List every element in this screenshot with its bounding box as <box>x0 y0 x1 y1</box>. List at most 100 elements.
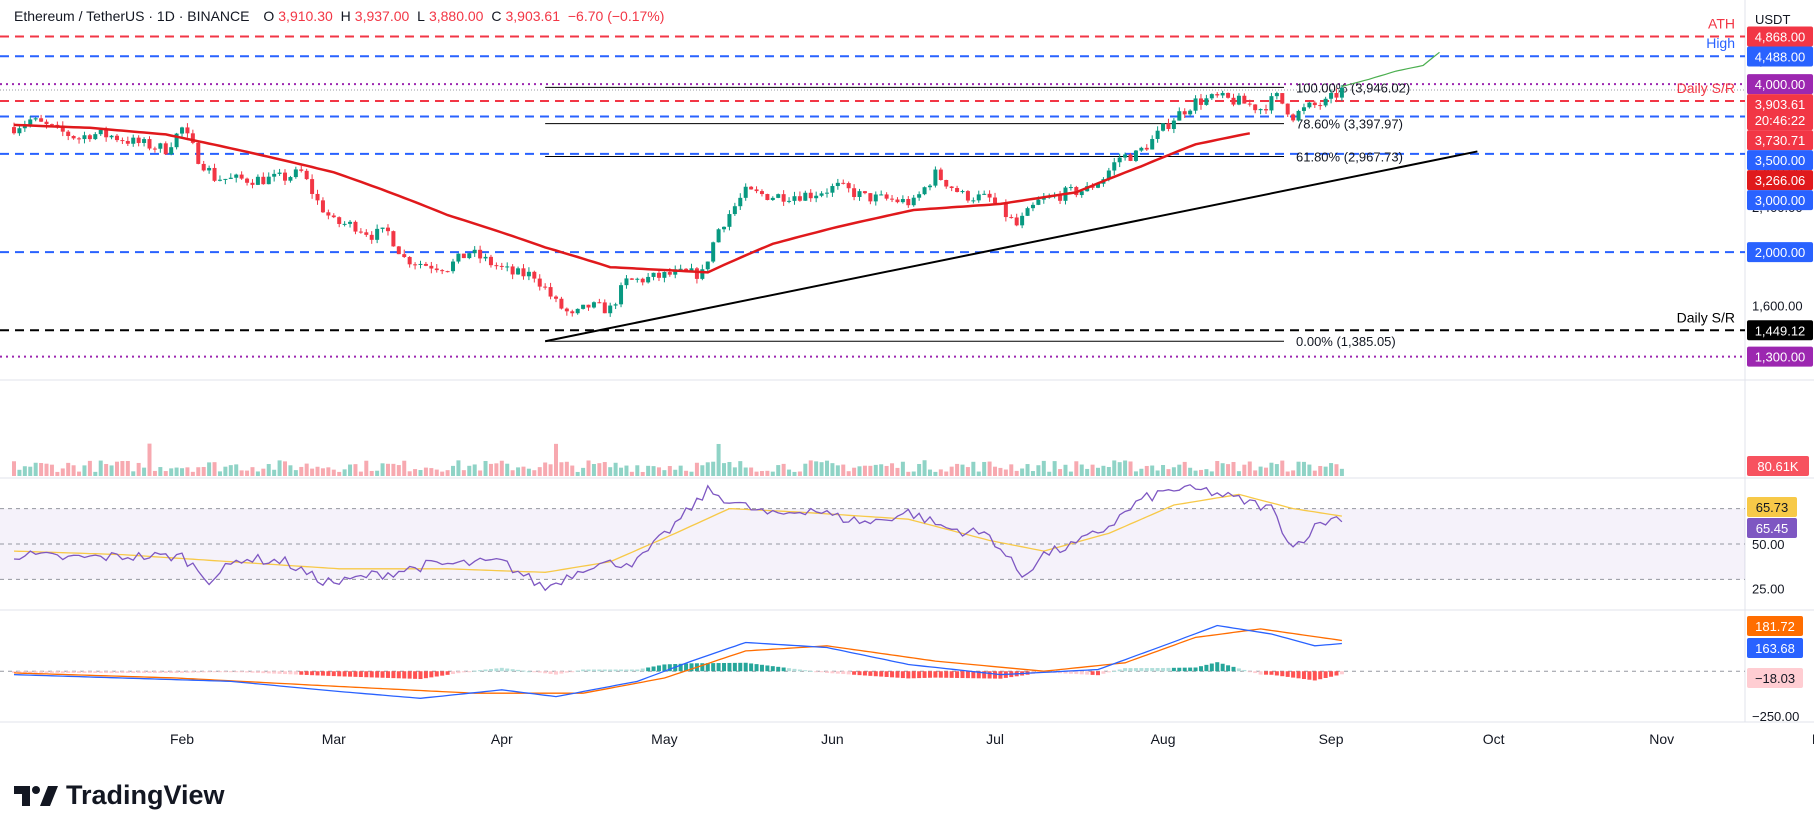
macd-histogram-bar <box>1204 664 1209 672</box>
high-value: 3,937.00 <box>354 8 410 24</box>
macd-histogram-bar <box>1128 668 1133 672</box>
volume-bar <box>998 467 1003 476</box>
volume-bar <box>212 462 217 476</box>
candle-body <box>651 272 656 277</box>
candle-body <box>1106 170 1111 180</box>
candle-body <box>1166 123 1171 129</box>
volume-bar <box>803 463 808 476</box>
macd-histogram-bar <box>564 671 569 673</box>
candle-body <box>391 231 396 247</box>
candle-body <box>792 196 797 201</box>
macd-histogram-bar <box>180 671 185 673</box>
macd-histogram-bar <box>727 662 732 672</box>
macd-histogram-bar <box>803 670 808 672</box>
candle-body <box>532 271 537 279</box>
volume-bar <box>933 471 938 476</box>
macd-histogram-bar <box>223 671 228 673</box>
macd-histogram-bar <box>1280 671 1285 677</box>
macd-histogram-bar <box>1236 668 1241 672</box>
volume-bar <box>564 461 569 476</box>
volume-bar <box>12 461 16 476</box>
volume-bar <box>429 468 434 476</box>
macd-histogram-bar <box>955 671 960 678</box>
volume-bar <box>1030 471 1035 476</box>
macd-histogram-bar <box>1198 666 1203 672</box>
candle-body <box>272 173 277 177</box>
volume-bar <box>1150 465 1155 476</box>
symbol-title[interactable]: Ethereum / TetherUS · 1D · BINANCE <box>14 8 250 24</box>
macd-histogram-bar <box>770 666 775 672</box>
level-label: Daily S/R <box>1677 80 1735 96</box>
volume-bar <box>1112 460 1117 476</box>
candle-body <box>694 268 699 279</box>
volume-bar <box>337 471 342 476</box>
candle-body <box>575 308 580 314</box>
candle-body <box>917 194 922 198</box>
chart-canvas[interactable]: USDT1,600.002,400.002,800.004,400.00ATHH… <box>0 0 1814 760</box>
volume-bar <box>554 443 558 476</box>
volume-bar <box>1106 466 1111 476</box>
candle-body <box>554 296 558 299</box>
candle-body <box>1231 97 1236 105</box>
price-tag-label: 3,500.00 <box>1755 153 1806 168</box>
volume-bar <box>727 461 732 476</box>
macd-histogram-bar <box>949 671 954 678</box>
macd-histogram-bar <box>852 671 857 675</box>
macd-histogram-bar <box>570 671 575 673</box>
candle-body <box>1009 217 1014 219</box>
rsi-value-label: 65.45 <box>1756 521 1789 536</box>
candle-body <box>895 199 900 203</box>
macd-histogram-bar <box>846 671 851 675</box>
macd-histogram-bar <box>66 671 71 673</box>
candle-body <box>1312 102 1317 106</box>
volume-bar <box>548 464 553 476</box>
candle-body <box>120 140 125 142</box>
macd-histogram-bar <box>413 671 418 679</box>
volume-bar <box>900 461 905 476</box>
macd-histogram-bar <box>28 671 33 673</box>
macd-histogram-bar <box>358 671 363 678</box>
candle-body <box>673 269 678 275</box>
macd-histogram-bar <box>337 671 342 677</box>
candle-body <box>98 129 103 135</box>
macd-histogram-bar <box>22 671 27 673</box>
candle-body <box>608 305 613 314</box>
candle-body <box>548 287 553 297</box>
volume-bar <box>434 469 439 476</box>
candle-body <box>797 196 802 201</box>
volume-bar <box>250 467 255 476</box>
candle-body <box>228 177 233 179</box>
volume-bar <box>537 467 542 476</box>
volume-bar <box>1177 464 1182 476</box>
candle-body <box>922 187 927 195</box>
tradingview-logo[interactable]: TradingView <box>14 780 225 811</box>
candle-body <box>283 172 287 181</box>
candle-body <box>1226 92 1231 98</box>
rsi-line <box>13 484 1343 592</box>
price-tag <box>1747 74 1813 95</box>
candle-body <box>1150 138 1155 150</box>
macd-histogram-bar <box>472 670 477 672</box>
macd-histogram-bar <box>1269 671 1274 675</box>
candle-body <box>521 268 526 277</box>
macd-histogram-bar <box>82 671 87 673</box>
macd-histogram-bar <box>933 671 938 678</box>
countdown-label: 20:46:22 <box>1755 113 1806 128</box>
candle-body <box>380 227 385 229</box>
time-axis-label: Jun <box>821 731 844 747</box>
macd-histogram-bar <box>1161 667 1166 672</box>
macd-histogram-bar <box>142 671 147 673</box>
candle-body <box>716 229 721 243</box>
macd-histogram-bar <box>467 671 472 673</box>
candle-body <box>499 265 504 267</box>
macd-histogram-bar <box>266 671 271 674</box>
volume-bar <box>304 463 309 476</box>
candle-body <box>266 176 271 185</box>
candle-body <box>543 286 548 288</box>
volume-bar <box>82 465 87 476</box>
volume-bar <box>467 465 472 476</box>
macd-histogram-bar <box>158 671 163 673</box>
macd-histogram-bar <box>402 671 407 679</box>
candle-body <box>212 167 217 181</box>
candle-body <box>1058 195 1063 201</box>
